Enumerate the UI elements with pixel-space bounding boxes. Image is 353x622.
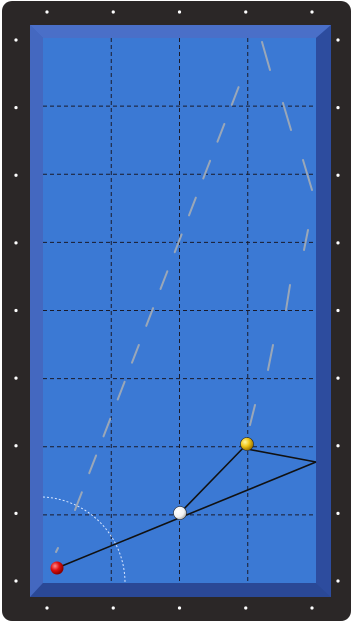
diamond [14, 173, 18, 177]
rail-bevel [30, 25, 331, 38]
diamond [45, 606, 49, 610]
diamond [14, 241, 18, 245]
path-line [246, 448, 317, 463]
diamond [14, 308, 18, 313]
diamond [336, 579, 340, 583]
dash [202, 159, 212, 180]
rail-bevel [30, 583, 331, 597]
dash [88, 454, 98, 475]
dash [216, 122, 226, 143]
rail-bevel [316, 25, 331, 597]
white-ball [173, 506, 187, 520]
diamond [14, 376, 18, 380]
path-line [56, 461, 317, 569]
diamond [14, 511, 18, 515]
diamond [336, 38, 340, 42]
diamond [45, 10, 49, 14]
path-line [179, 443, 248, 514]
diamond [14, 444, 18, 448]
diamond [14, 579, 18, 583]
diamond [336, 241, 340, 245]
dash [102, 417, 112, 438]
dash [282, 102, 292, 131]
diamond [336, 308, 340, 313]
diamond [177, 10, 182, 14]
dash [249, 404, 256, 426]
dash [303, 229, 309, 251]
dash [145, 307, 155, 327]
diamond [310, 606, 314, 610]
dash [285, 284, 291, 311]
diamond [336, 444, 340, 448]
diamond [336, 173, 340, 177]
path-dashes [55, 41, 313, 553]
yellow-ball [240, 437, 254, 451]
diamonds [14, 10, 340, 610]
diamond [244, 10, 248, 14]
dash [261, 41, 271, 71]
diamond [336, 376, 340, 380]
red-ball [50, 561, 64, 575]
diamond [310, 10, 314, 14]
diamond [14, 38, 18, 42]
dash [159, 270, 169, 290]
dash [173, 233, 183, 254]
rail-bevel [30, 25, 43, 597]
dash [302, 159, 313, 191]
diamond [336, 106, 340, 110]
ball-paths [56, 443, 317, 569]
diamond [336, 511, 340, 515]
dash [188, 196, 197, 217]
dash [74, 491, 83, 511]
diamond [177, 606, 182, 610]
dash [55, 547, 59, 553]
dash [131, 343, 140, 364]
diamond [244, 606, 248, 610]
diamond [14, 106, 18, 110]
diamond [111, 10, 115, 14]
dash [116, 380, 126, 401]
dash [267, 344, 274, 371]
guide-arc [42, 496, 126, 584]
diamond [111, 606, 115, 610]
dash [230, 86, 240, 106]
